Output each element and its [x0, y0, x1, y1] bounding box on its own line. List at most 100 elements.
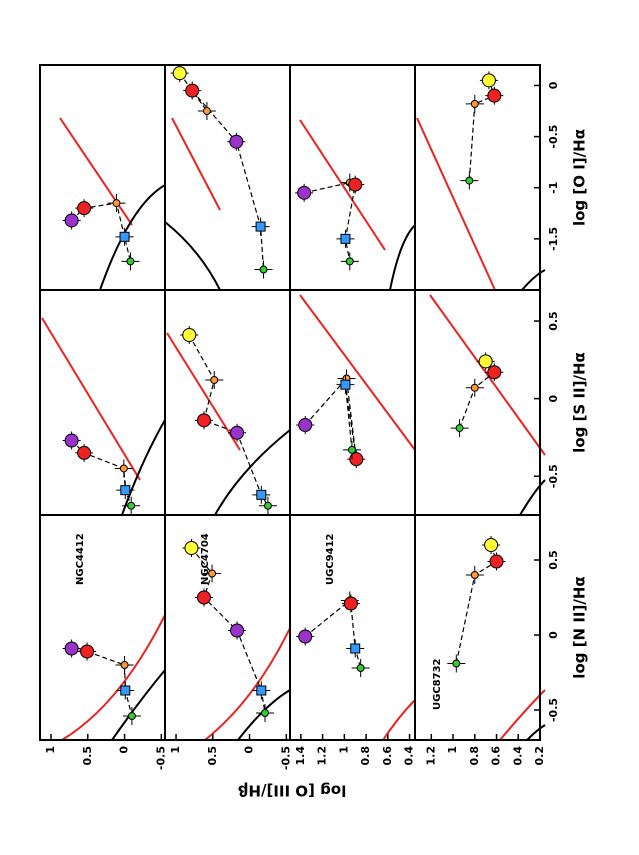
y-tick-label: 1 [44, 746, 57, 754]
curve [214, 429, 291, 516]
track-line [468, 80, 496, 181]
panel-label: NGC4704 [200, 533, 211, 585]
y-tick-label: -0.5 [279, 746, 292, 770]
panel-frame [164, 514, 291, 741]
point [263, 501, 272, 510]
panel [164, 64, 291, 291]
curve [41, 317, 141, 481]
point [481, 73, 496, 88]
point [356, 664, 365, 672]
track-line [455, 544, 498, 664]
y-axis-label: log [O III]/Hβ [237, 782, 346, 800]
point [452, 659, 461, 668]
point [298, 629, 313, 644]
track-line [304, 377, 357, 460]
curve [519, 479, 546, 516]
point [340, 233, 351, 244]
model-curves [41, 117, 546, 741]
point [347, 445, 356, 454]
point [120, 661, 129, 669]
curve [416, 117, 496, 291]
curve [59, 117, 133, 226]
y-tick-label: 0.8 [359, 746, 372, 766]
panel-frame [414, 289, 541, 516]
y-tick-label: 1.2 [424, 746, 437, 766]
panel [39, 64, 166, 291]
point [348, 177, 363, 192]
panel: -0.5 0 0.5 1 NGC4412 [39, 514, 167, 770]
y-tick-label: 0 [243, 746, 256, 754]
point [77, 445, 92, 460]
point [64, 213, 79, 228]
panel: -1.5 -1 -0.5 0 log [O I]/Hα [414, 64, 589, 291]
point [196, 413, 211, 428]
curve [171, 117, 221, 211]
curve [204, 627, 291, 741]
point [470, 571, 479, 579]
curve [521, 269, 546, 291]
point [478, 354, 493, 369]
track-line [179, 72, 265, 270]
point [126, 257, 135, 266]
x-tick-label: -1.5 [547, 227, 560, 251]
y-tick-label: 0.4 [511, 746, 524, 766]
x-tick-label: 0 [547, 631, 560, 639]
point [465, 176, 474, 185]
point [208, 569, 217, 578]
point [484, 538, 499, 552]
panel-frame [164, 64, 291, 291]
point [127, 501, 136, 510]
point [127, 712, 136, 720]
x-tick-label: -0.5 [547, 125, 560, 149]
x-tick-label: -0.5 [547, 464, 560, 488]
point [182, 328, 197, 342]
y-tick-label: 1.4 [294, 746, 307, 766]
y-tick-label: 0.6 [381, 746, 394, 766]
y-tick-label: 0.2 [533, 746, 546, 766]
panel: -0.5 0 0.5 1 NGC4704 [164, 514, 292, 770]
curve [99, 184, 166, 291]
point [80, 644, 95, 659]
curve [299, 119, 386, 251]
x-tick-label: 0.5 [547, 550, 560, 570]
curve [164, 221, 221, 291]
curve [121, 419, 166, 516]
x-tick-label: 0 [547, 81, 560, 89]
point [256, 489, 267, 500]
point [487, 88, 502, 103]
point [229, 134, 244, 149]
point [261, 709, 269, 717]
track-line [188, 334, 269, 507]
y-tick-label: 0.6 [490, 746, 503, 766]
point [350, 643, 361, 654]
curve [526, 724, 546, 741]
point [470, 99, 479, 108]
point [210, 376, 219, 384]
x-tick-label: -0.5 [547, 698, 560, 722]
panel-frame [414, 64, 541, 291]
panel-label: UGC8732 [432, 658, 443, 710]
panels: log [O III]/Hβ -0.5 0 0.5 1 NGC4412 -0.5 0 0.5 1… [39, 64, 589, 800]
curve [166, 332, 241, 451]
y-tick-label: 0.8 [468, 746, 481, 766]
point [77, 201, 92, 216]
x-axis-label: log [O I]/Hα [571, 129, 589, 226]
point [343, 596, 358, 611]
x-tick-label: 0 [547, 394, 560, 402]
point [230, 623, 245, 638]
curve [299, 294, 416, 451]
y-tick-label: 1 [169, 746, 182, 754]
point [349, 452, 364, 467]
black-curves [99, 184, 546, 741]
point [455, 424, 464, 433]
point [297, 185, 312, 200]
point [196, 590, 211, 605]
point [487, 365, 502, 380]
point [470, 383, 479, 392]
panel [289, 289, 416, 516]
point [119, 464, 128, 473]
panel-frame [39, 64, 166, 291]
point [340, 379, 351, 390]
panel [164, 289, 291, 516]
